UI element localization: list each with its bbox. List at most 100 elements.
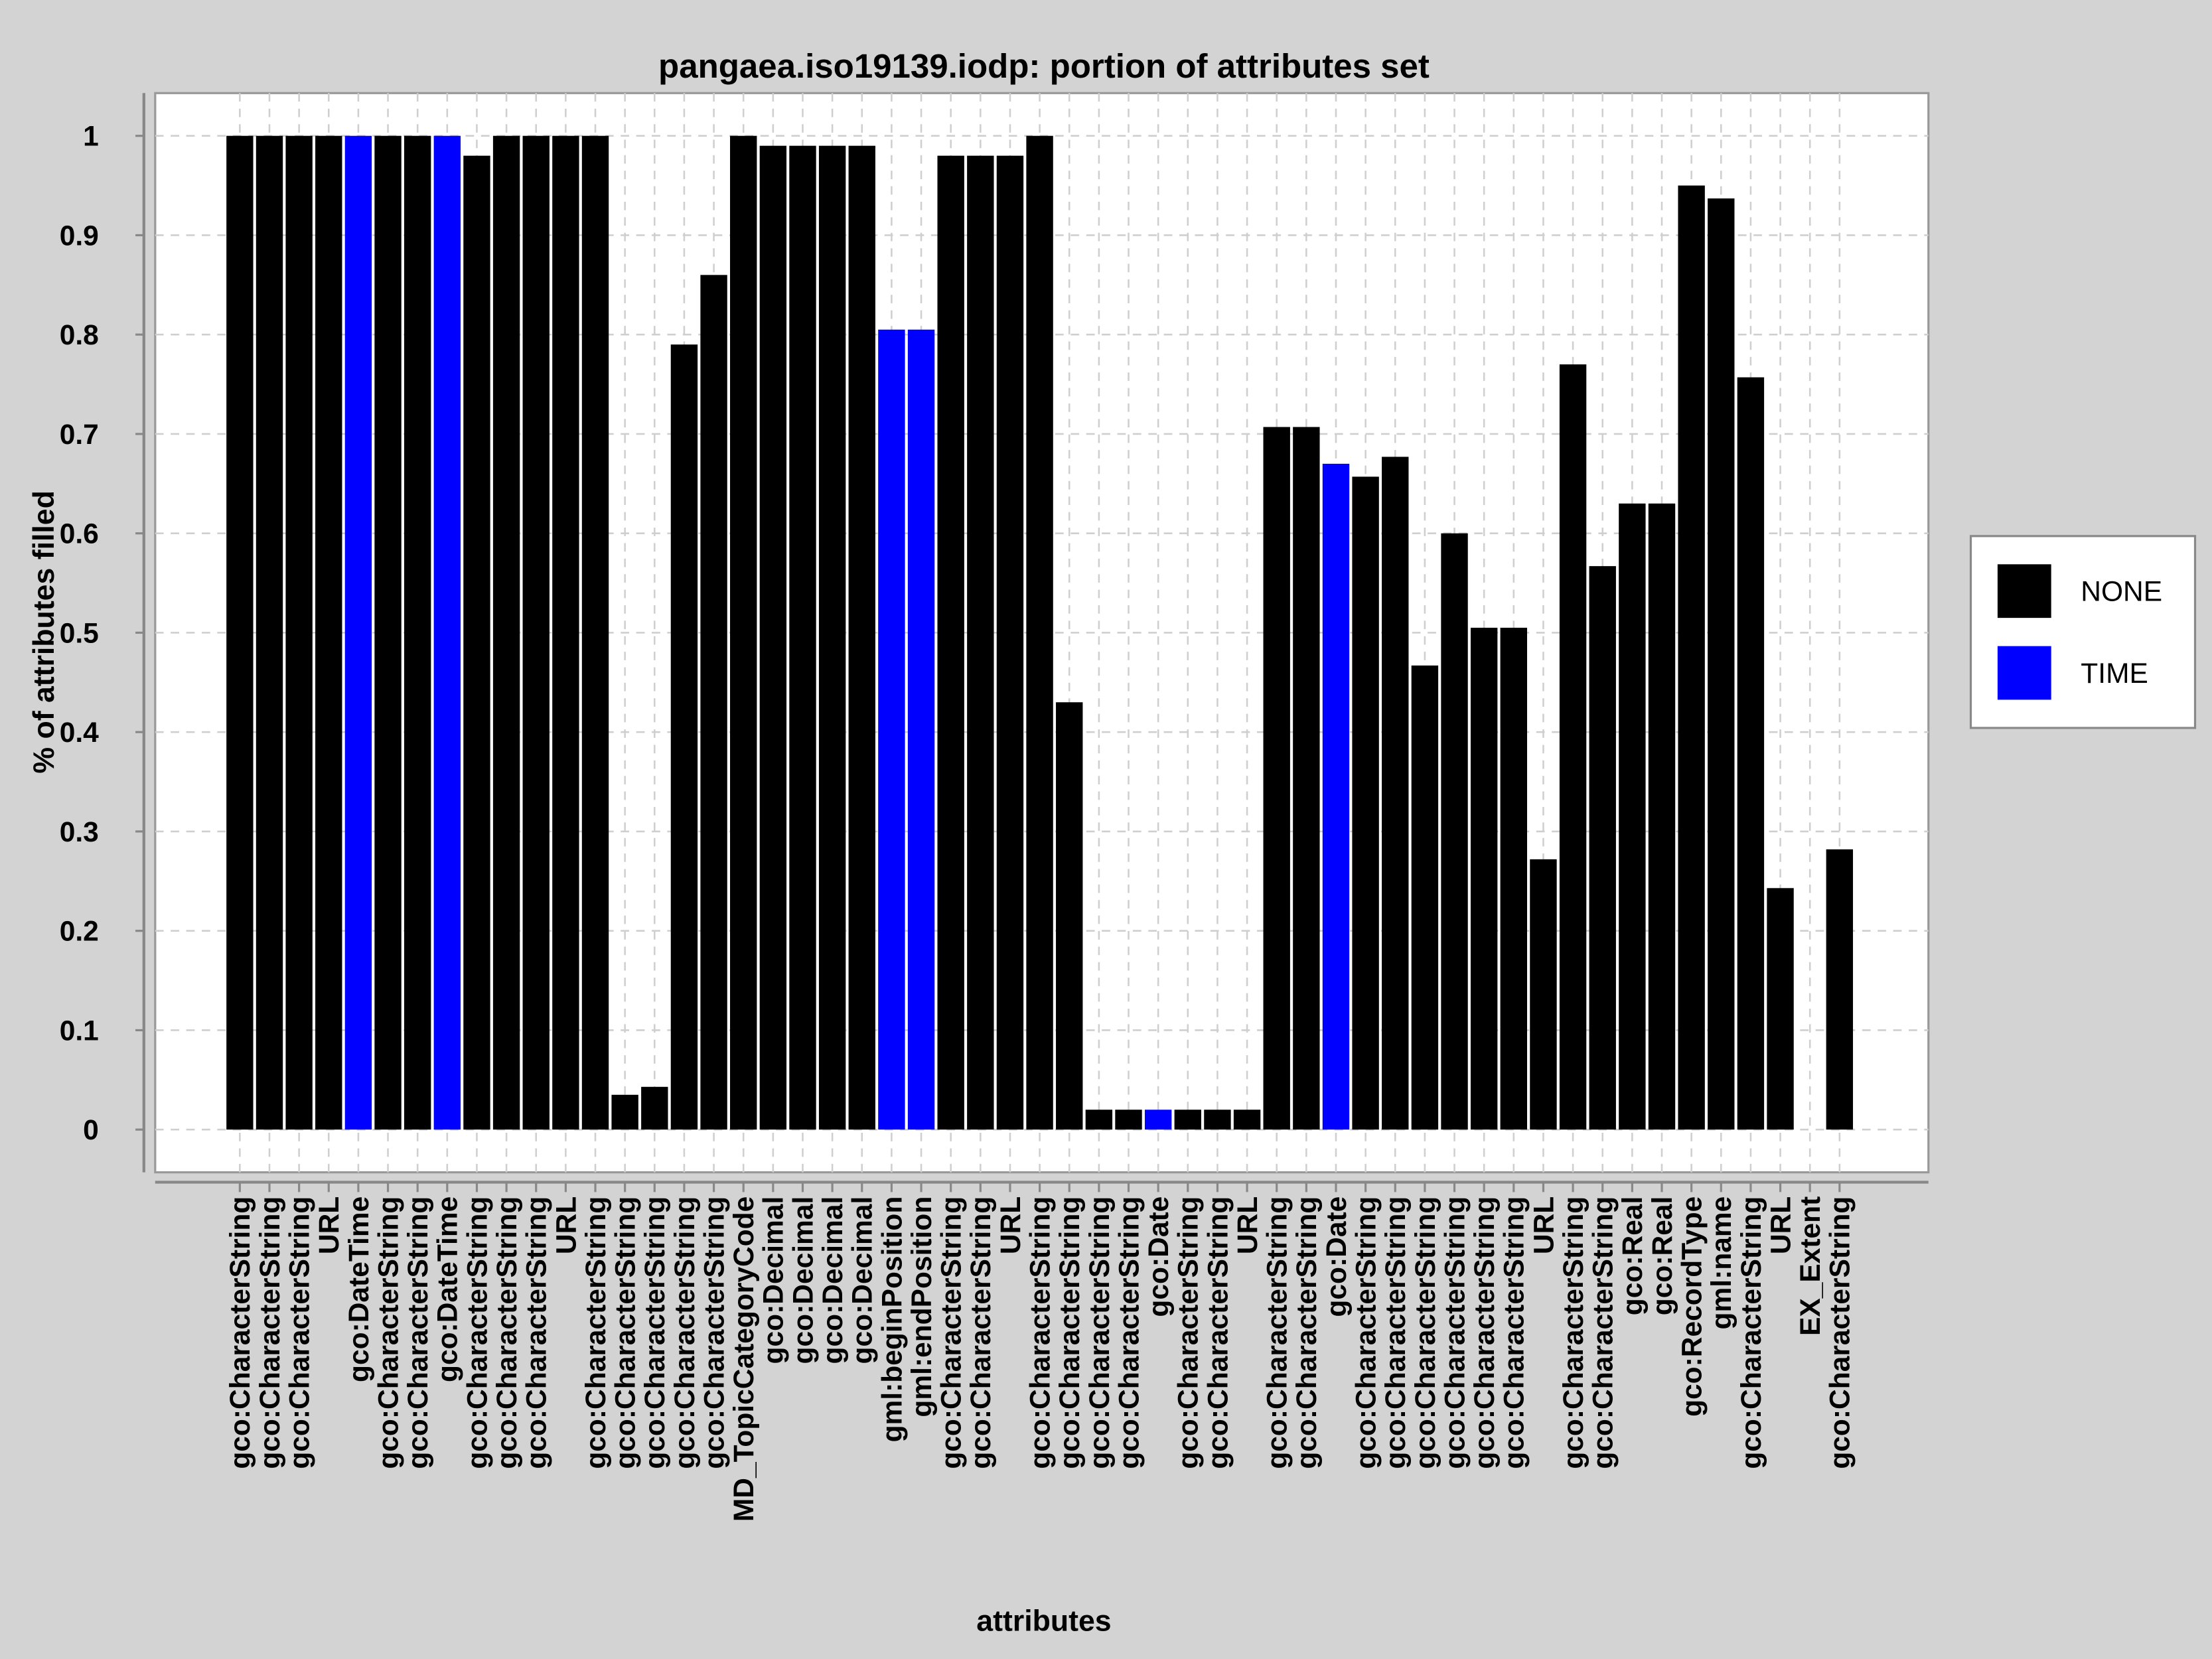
x-tick-label: gco:CharacterString: [1469, 1196, 1501, 1469]
bar: [789, 145, 816, 1130]
bar: [256, 135, 283, 1130]
x-tick-label: gco:CharacterString: [1173, 1196, 1205, 1469]
bar: [1085, 1110, 1113, 1130]
bar: [818, 145, 846, 1130]
y-tick-label: 0.1: [60, 1015, 99, 1046]
bar: [878, 329, 905, 1130]
x-tick-label: gco:CharacterString: [1736, 1196, 1767, 1469]
bar: [1263, 427, 1290, 1130]
x-tick-label: gco:CharacterString: [1558, 1196, 1589, 1469]
x-tick-label: gco:CharacterString: [966, 1196, 997, 1469]
bar: [1708, 198, 1735, 1130]
x-tick-label: gco:Decimal: [818, 1196, 849, 1364]
bar: [1115, 1110, 1142, 1130]
x-tick-label: URL: [995, 1196, 1027, 1254]
x-tick-label: gml:endPosition: [907, 1196, 938, 1417]
bar: [1530, 859, 1557, 1130]
bar: [1470, 627, 1498, 1130]
bar: [1441, 533, 1468, 1130]
x-tick-label: gco:Decimal: [759, 1196, 790, 1364]
x-tick-label: gco:CharacterString: [1588, 1196, 1619, 1469]
x-tick-label: gco:CharacterString: [225, 1196, 256, 1469]
bar: [285, 135, 313, 1130]
bar: [1233, 1110, 1261, 1130]
x-tick-label: URL: [314, 1196, 345, 1254]
bar: [404, 135, 431, 1130]
bar: [1382, 457, 1409, 1130]
bar: [1826, 849, 1854, 1130]
x-tick-label: gco:CharacterString: [936, 1196, 968, 1469]
x-tick-label: gco:CharacterString: [1825, 1196, 1856, 1469]
legend-label: TIME: [2081, 658, 2148, 689]
bar: [848, 145, 875, 1130]
x-tick-label: gco:Date: [1143, 1196, 1175, 1317]
bar: [344, 135, 372, 1130]
bar: [522, 135, 550, 1130]
x-tick-label: gco:CharacterString: [462, 1196, 493, 1469]
x-tick-label: MD_TopicCategoryCode: [729, 1196, 760, 1522]
x-tick-label: gco:CharacterString: [403, 1196, 434, 1469]
y-tick-label: 0.7: [60, 419, 99, 451]
bar: [1293, 427, 1320, 1130]
x-tick-label: gco:CharacterString: [699, 1196, 730, 1469]
bar: [700, 275, 727, 1130]
bar: [1737, 377, 1765, 1130]
bar: [581, 135, 609, 1130]
x-axis-label: attributes: [976, 1605, 1111, 1637]
y-tick-label: 0.5: [60, 618, 99, 649]
bar: [937, 155, 964, 1130]
x-tick-label: gco:CharacterString: [1380, 1196, 1412, 1469]
y-tick-label: 0.6: [60, 519, 99, 550]
bar: [463, 155, 490, 1130]
bar: [907, 329, 935, 1130]
x-tick-label: gco:CharacterString: [285, 1196, 316, 1469]
bar: [1056, 702, 1083, 1130]
x-tick-label: gco:CharacterString: [492, 1196, 523, 1469]
x-tick-label: gco:Decimal: [788, 1196, 819, 1364]
x-tick-label: gco:CharacterString: [1084, 1196, 1116, 1469]
x-tick-label: gco:CharacterString: [581, 1196, 612, 1469]
x-tick-label: gco:CharacterString: [1410, 1196, 1441, 1469]
bar: [374, 135, 402, 1130]
x-tick-label: gco:CharacterString: [255, 1196, 286, 1469]
x-tick-label: gco:CharacterString: [1025, 1196, 1056, 1469]
x-tick-label: URL: [1232, 1196, 1264, 1254]
bar: [1648, 503, 1676, 1130]
x-tick-label: EX_Extent: [1795, 1196, 1826, 1336]
bar: [492, 135, 520, 1130]
bar: [1767, 888, 1794, 1130]
bar: [433, 135, 461, 1130]
bar: [1026, 135, 1053, 1130]
bar: [611, 1094, 638, 1130]
y-tick-label: 0.2: [60, 916, 99, 948]
x-tick-label: gco:DateTime: [433, 1196, 464, 1382]
x-tick-label: gco:CharacterString: [1114, 1196, 1145, 1469]
x-tick-label: gco:RecordType: [1677, 1196, 1708, 1417]
x-tick-label: gco:CharacterString: [1055, 1196, 1086, 1469]
legend-label: NONE: [2081, 577, 2162, 608]
bar: [1619, 503, 1646, 1130]
y-tick-label: 0: [83, 1115, 99, 1146]
chart-title: pangaea.iso19139.iodp: portion of attrib…: [658, 47, 1430, 85]
x-tick-label: gco:CharacterString: [640, 1196, 671, 1469]
bar: [1411, 665, 1439, 1130]
x-tick-label: gco:CharacterString: [1291, 1196, 1323, 1469]
x-tick-label: gco:CharacterString: [1439, 1196, 1471, 1469]
x-tick-label: gco:CharacterString: [670, 1196, 701, 1469]
bar: [1322, 463, 1350, 1130]
bar: [1678, 185, 1705, 1130]
x-tick-label: gco:CharacterString: [611, 1196, 642, 1469]
bar: [1174, 1110, 1201, 1130]
y-tick-label: 0.8: [60, 320, 99, 351]
x-tick-label: gco:DateTime: [344, 1196, 375, 1382]
legend-swatch: [1997, 646, 2051, 700]
bar: [1352, 476, 1379, 1130]
x-tick-label: gml:name: [1706, 1196, 1737, 1330]
bar: [641, 1086, 668, 1130]
bar: [315, 135, 342, 1130]
x-tick-label: gml:beginPosition: [877, 1196, 908, 1443]
x-tick-label: gco:Real: [1647, 1196, 1678, 1315]
bar: [226, 135, 254, 1130]
